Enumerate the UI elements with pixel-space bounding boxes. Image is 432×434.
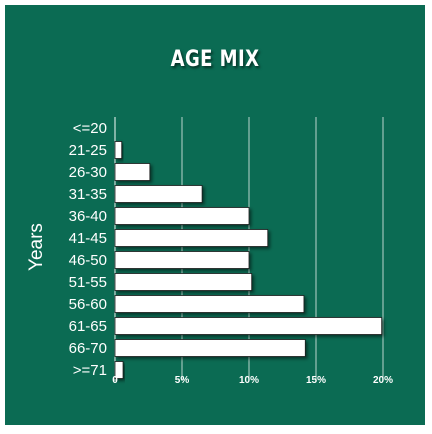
x-tick-label: 20% — [373, 375, 393, 386]
bar-46-50 — [115, 252, 249, 269]
x-tick-label: 0 — [112, 375, 118, 386]
bar-41-45 — [115, 230, 268, 247]
bar-66-70 — [115, 340, 305, 357]
y-tick-label: 56-60 — [69, 296, 107, 313]
y-axis-label: Years — [26, 223, 47, 271]
y-tick-label: 36-40 — [69, 208, 107, 225]
bar-36-40 — [115, 208, 249, 225]
bar-chart: <=20 21-25 26-30 31-35 36-40 41-45 46-50 51-55 5… — [5, 5, 425, 425]
chart-panel: AGE MIX <=20 21-25 26-30 31-35 36-40 41-45 46-… — [5, 5, 425, 425]
y-tick-label: 41-45 — [69, 230, 107, 247]
bar-26-30 — [115, 164, 150, 181]
bar-51-55 — [115, 274, 252, 291]
y-tick-label: 61-65 — [69, 318, 107, 335]
bar-31-35 — [115, 186, 202, 203]
y-tick-label: 46-50 — [69, 252, 107, 269]
y-tick-label: 31-35 — [69, 186, 107, 203]
x-tick-label: 15% — [306, 375, 326, 386]
y-tick-label: <=20 — [73, 120, 107, 137]
y-tick-label: 26-30 — [69, 164, 107, 181]
bar-56-60 — [115, 296, 304, 313]
y-tick-label: >=71 — [73, 362, 107, 379]
bar-61-65 — [115, 318, 382, 335]
x-tick-label: 5% — [175, 375, 190, 386]
y-tick-label: 51-55 — [69, 274, 107, 291]
y-tick-label: 21-25 — [69, 142, 107, 159]
x-tick-label: 10% — [239, 375, 259, 386]
y-tick-label: 66-70 — [69, 340, 107, 357]
bar-21-25 — [115, 142, 122, 159]
